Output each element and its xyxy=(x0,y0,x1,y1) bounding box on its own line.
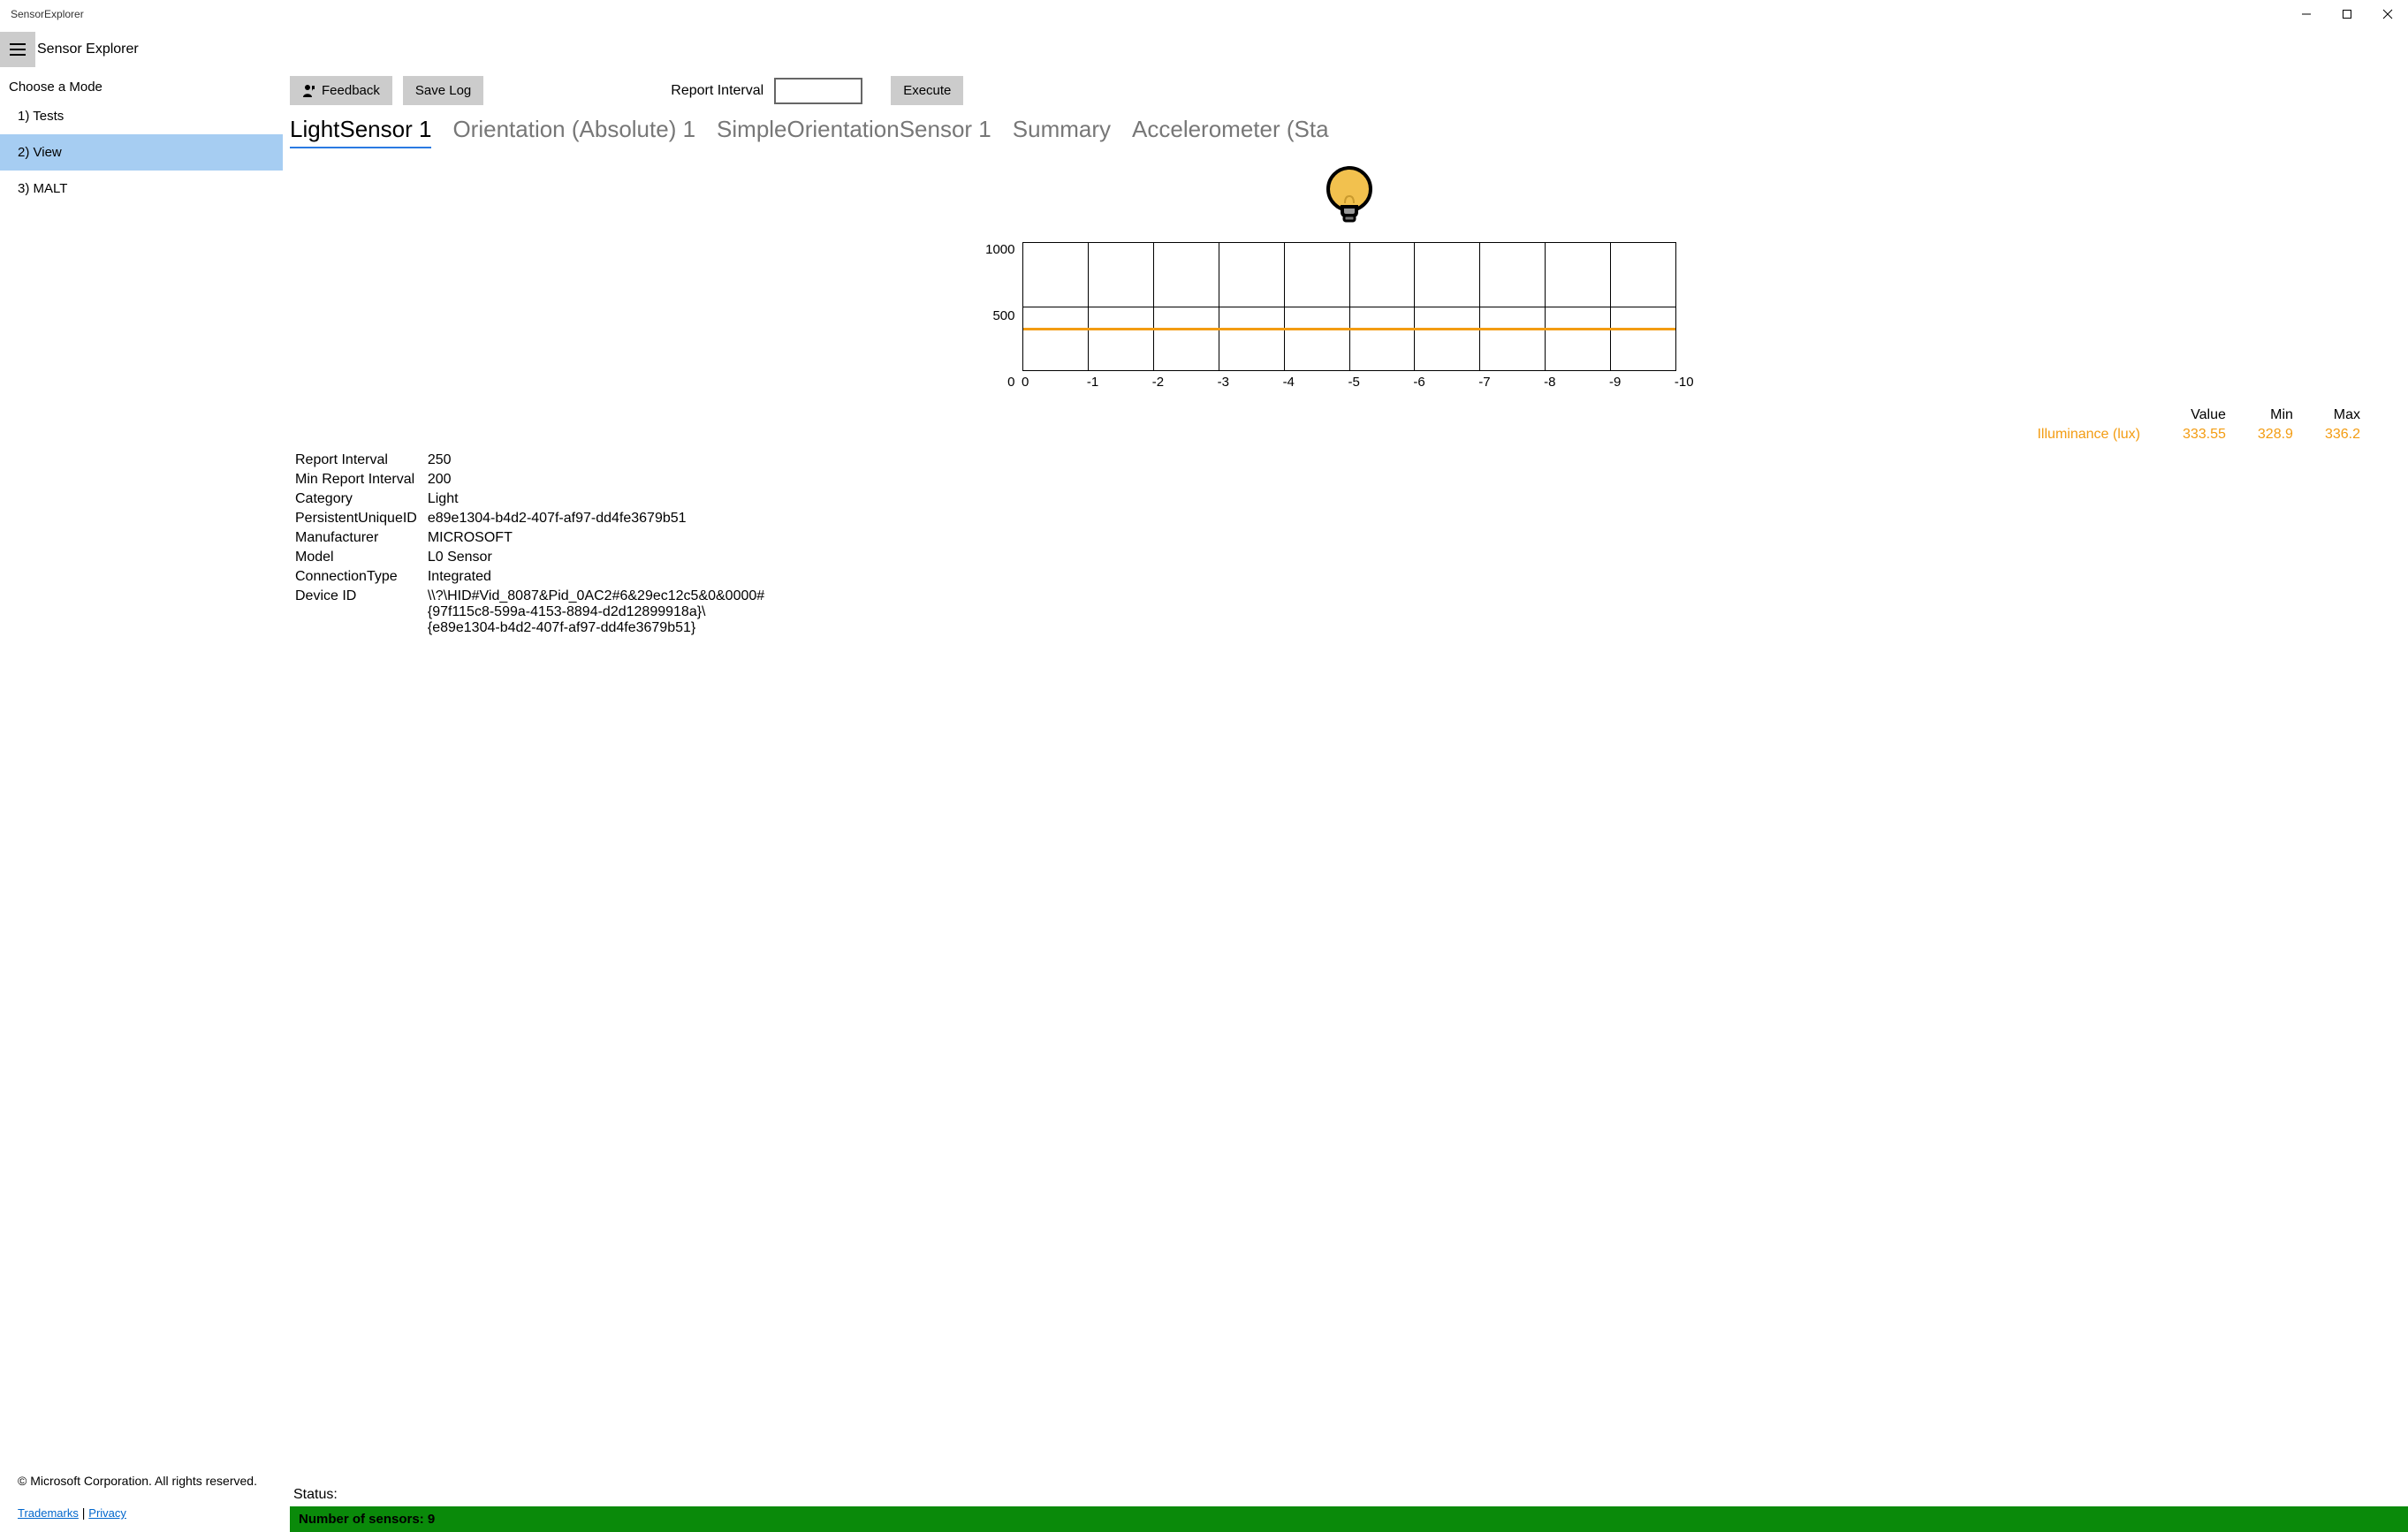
privacy-link[interactable]: Privacy xyxy=(88,1506,126,1520)
chart-grid xyxy=(1022,242,1676,371)
hamburger-button[interactable] xyxy=(0,32,35,67)
detail-value: MICROSOFT xyxy=(428,529,773,547)
detail-value: 250 xyxy=(428,451,773,469)
tab[interactable]: Summary xyxy=(1013,116,1111,148)
sidebar-heading: Choose a Mode xyxy=(0,71,283,98)
detail-value: e89e1304-b4d2-407f-af97-dd4fe3679b51 xyxy=(428,510,773,527)
detail-key: Min Report Interval xyxy=(295,471,426,489)
lightbulb-icon xyxy=(1321,163,1378,233)
trademarks-link[interactable]: Trademarks xyxy=(18,1506,79,1520)
detail-value: \\?\HID#Vid_8087&Pid_0AC2#6&29ec12c5&0&0… xyxy=(428,588,773,637)
app-header: Sensor Explorer xyxy=(0,28,2408,71)
report-interval-input[interactable] xyxy=(774,78,862,104)
toolbar: Feedback Save Log Report Interval Execut… xyxy=(290,71,2408,110)
chart-x-tick: -1 xyxy=(1087,375,1088,390)
chart-x-tick: -9 xyxy=(1609,375,1610,390)
readings-value: 336.2 xyxy=(2309,425,2376,444)
savelog-label: Save Log xyxy=(415,83,471,98)
mode-list: 1) Tests2) View3) MALT xyxy=(0,98,283,207)
tab[interactable]: Orientation (Absolute) 1 xyxy=(452,116,695,148)
mode-item[interactable]: 3) MALT xyxy=(0,171,283,207)
chart-series-line xyxy=(1023,328,1675,330)
tab[interactable]: LightSensor 1 xyxy=(290,116,431,148)
window-title: SensorExplorer xyxy=(11,8,2286,20)
detail-key: Report Interval xyxy=(295,451,426,469)
report-interval-label: Report Interval xyxy=(671,83,763,99)
chart-x-labels: 0-1-2-3-4-5-6-7-8-9-10 xyxy=(1022,375,1676,390)
detail-value: Integrated xyxy=(428,568,773,586)
app-title: Sensor Explorer xyxy=(35,42,139,57)
chart-wrap: 10005000 0-1-2-3-4-5-6-7-8-9-10 xyxy=(290,239,2408,391)
sidebar: Choose a Mode 1) Tests2) View3) MALT © M… xyxy=(0,71,283,1532)
readings-value: 328.9 xyxy=(2242,425,2309,444)
chart-y-tick: 500 xyxy=(992,308,1014,323)
copyright-text: © Microsoft Corporation. All rights rese… xyxy=(18,1474,265,1488)
tab[interactable]: SimpleOrientationSensor 1 xyxy=(717,116,991,148)
detail-key: Category xyxy=(295,490,426,508)
detail-value: L0 Sensor xyxy=(428,549,773,566)
minimize-button[interactable] xyxy=(2286,0,2327,28)
tab[interactable]: Accelerometer (Sta xyxy=(1132,116,1329,148)
mode-item[interactable]: 1) Tests xyxy=(0,98,283,134)
readings-header: Max xyxy=(2309,406,2376,425)
feedback-button[interactable]: Feedback xyxy=(290,76,392,105)
chart-y-tick: 0 xyxy=(1007,375,1014,390)
detail-value: Light xyxy=(428,490,773,508)
maximize-button[interactable] xyxy=(2327,0,2367,28)
chart-y-tick: 1000 xyxy=(985,242,1014,257)
detail-key: Manufacturer xyxy=(295,529,426,547)
tab-strip: LightSensor 1 Orientation (Absolute) 1 Sim… xyxy=(290,110,2408,152)
detail-value: 200 xyxy=(428,471,773,489)
chart-x-tick: -8 xyxy=(1544,375,1545,390)
sidebar-footer: © Microsoft Corporation. All rights rese… xyxy=(0,1467,283,1532)
readings-series-name: Illuminance (lux) xyxy=(2021,425,2166,444)
window-controls xyxy=(2286,0,2408,28)
titlebar: SensorExplorer xyxy=(0,0,2408,28)
detail-key: PersistentUniqueID xyxy=(295,510,426,527)
close-button[interactable] xyxy=(2367,0,2408,28)
readings-value: 333.55 xyxy=(2167,425,2242,444)
details: Report Interval250Min Report Interval200… xyxy=(290,444,2408,639)
chart-x-tick: -7 xyxy=(1478,375,1479,390)
readings-header: Value xyxy=(2167,406,2242,425)
chart: 10005000 0-1-2-3-4-5-6-7-8-9-10 xyxy=(1022,242,1676,390)
execute-label: Execute xyxy=(903,83,951,98)
footer-bar: Number of sensors: 9 xyxy=(290,1506,2408,1532)
detail-key: ConnectionType xyxy=(295,568,426,586)
chart-x-tick: -3 xyxy=(1218,375,1219,390)
execute-button[interactable]: Execute xyxy=(891,76,963,105)
mode-item[interactable]: 2) View xyxy=(0,134,283,171)
chart-x-tick: -4 xyxy=(1283,375,1284,390)
readings-header: Min xyxy=(2242,406,2309,425)
chart-y-labels: 1000 500 0 xyxy=(980,242,1015,390)
content: Feedback Save Log Report Interval Execut… xyxy=(283,71,2408,1532)
readings-table: ValueMinMax Illuminance (lux)333.55328.93… xyxy=(290,391,2408,444)
person-icon xyxy=(302,84,316,98)
status-label: Status: xyxy=(290,1469,2408,1506)
chart-x-tick: -2 xyxy=(1152,375,1153,390)
detail-key: Device ID xyxy=(295,588,426,637)
bulb-icon-wrap xyxy=(290,152,2408,239)
detail-key: Model xyxy=(295,549,426,566)
feedback-label: Feedback xyxy=(322,83,380,98)
savelog-button[interactable]: Save Log xyxy=(403,76,483,105)
chart-x-tick: -6 xyxy=(1413,375,1414,390)
